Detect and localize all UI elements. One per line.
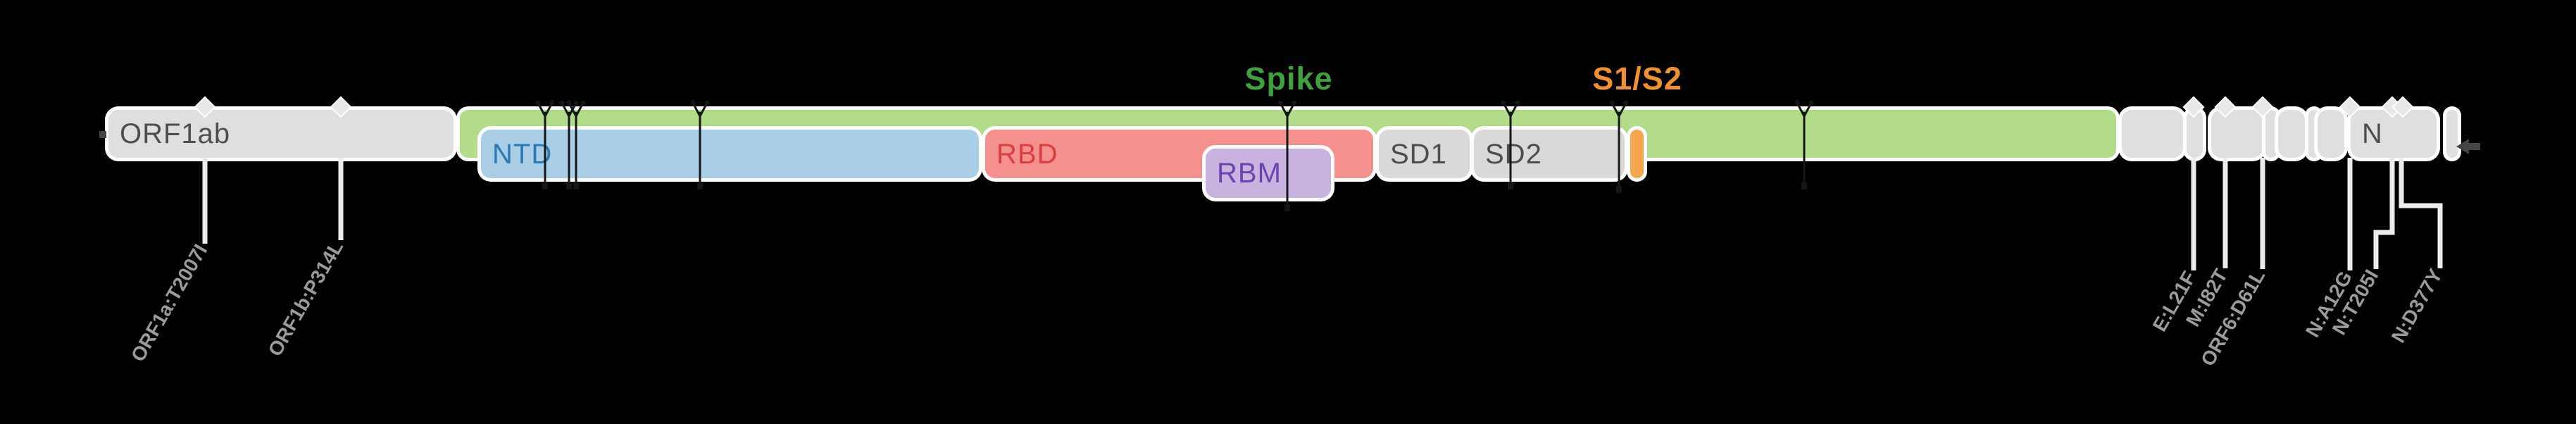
mutation-label: ORF1a:T2007I [127, 241, 211, 366]
mutation-label: E:L21F [2149, 268, 2201, 335]
mutation-label: M:I82T [2182, 266, 2232, 330]
spike-mutation-marker-dot [1794, 100, 1800, 106]
gene-box-label-n: N [2362, 118, 2383, 149]
gene-box-orf7b [2308, 110, 2320, 158]
spike-mutation-marker-dot [1501, 100, 1506, 106]
gene-box-orf3a [2122, 110, 2183, 158]
mutation-label: N:D377Y [2387, 265, 2447, 347]
callout-line [2399, 158, 2443, 268]
gene-box-label-orf1ab: ORF1ab [120, 118, 231, 149]
spike-mutation-marker-dot [559, 100, 565, 106]
gene-box-orf8 [2318, 110, 2344, 158]
gene-box-orf10 [2446, 110, 2458, 158]
spike-mutation-marker-dot [1808, 100, 1814, 106]
five-prime-tick [99, 131, 106, 138]
spike-mutation-marker-dot [1515, 100, 1520, 106]
spike-mutation-marker-dot [580, 100, 586, 106]
mutation-label: ORF6:D61L [2196, 266, 2269, 370]
domain-box-label-rbm: RBM [1217, 158, 1282, 189]
gene-box-orf1ab: ORF1ab [108, 110, 454, 158]
domain-box-label-sd2: SD2 [1485, 138, 1542, 170]
gene-box-orf6 [2265, 110, 2277, 158]
s1s2-site-label: S1/S2 [1592, 61, 1682, 96]
mutation-label: N:A12G [2301, 268, 2356, 341]
spike-mutation-marker-dot [1277, 100, 1283, 106]
spike-mutation-marker-dot [549, 100, 555, 106]
spike-mutation-marker-dot [704, 100, 710, 106]
domain-box-rbm: RBM [1206, 149, 1331, 198]
gene-box-n: N [2351, 110, 2437, 158]
spike-mutation-marker-foot [566, 182, 572, 189]
domain-box-sd2: SD2 [1474, 130, 1625, 178]
mutation-label: ORF1b:P314L [264, 237, 348, 361]
spike-mutation-marker-dot [1623, 100, 1629, 106]
spike-mutation-marker-dot [535, 100, 541, 106]
spike-mutation-marker-dot [690, 100, 696, 106]
spike-mutation-marker-foot [573, 182, 579, 189]
spike-mutation-marker-dot [1292, 100, 1297, 106]
domain-box-label-rbd: RBD [996, 138, 1058, 170]
spike-mutation-marker-foot [1284, 204, 1290, 211]
domain-box-label-sd1: SD1 [1390, 138, 1447, 170]
domain-box-sd1: SD1 [1379, 130, 1470, 178]
spike-mutation-marker-dot [1609, 100, 1615, 106]
domain-box-s1s2-site [1630, 130, 1644, 178]
spike-mutation-marker-dot [566, 100, 572, 106]
spike-mutation-marker-foot [697, 182, 703, 189]
domain-box-ntd: NTD [481, 130, 979, 178]
spike-mutation-marker-dot [573, 100, 579, 106]
gene-box-m [2211, 110, 2263, 158]
spike-mutation-marker-foot [1508, 182, 1513, 189]
spike-mutation-marker-foot [1801, 182, 1807, 189]
gene-box-e [2187, 110, 2203, 158]
three-prime-arrow-icon [2456, 139, 2480, 154]
spike-mutation-marker-foot [1616, 186, 1622, 193]
gene-box-orf7a [2278, 110, 2305, 158]
callout-line [2373, 158, 2395, 269]
spike-mutation-marker-foot [542, 182, 548, 189]
domain-box-label-ntd: NTD [492, 138, 553, 170]
mutation-label: N:T205I [2328, 266, 2382, 339]
spike-gene-label: Spike [1244, 61, 1333, 96]
